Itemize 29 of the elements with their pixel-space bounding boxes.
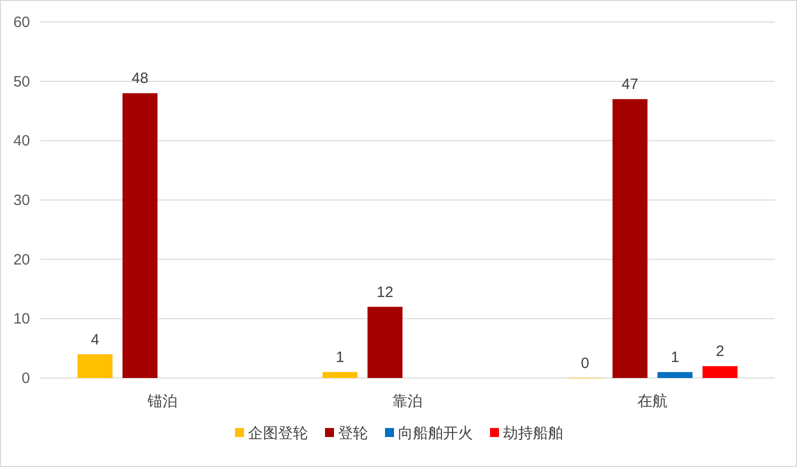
data-label: 12 <box>376 284 394 301</box>
data-label: 2 <box>716 343 724 360</box>
x-tick-label: 锚泊 <box>146 393 178 410</box>
data-label: 4 <box>90 331 100 348</box>
x-tick-label: 在航 <box>638 393 668 410</box>
data-label: 48 <box>132 70 148 88</box>
legend-label: 登轮 <box>338 425 368 442</box>
bar <box>658 372 692 378</box>
bar <box>122 93 158 378</box>
y-tick-label: 20 <box>13 251 30 268</box>
y-tick-label: 0 <box>22 370 30 387</box>
y-tick-label: 40 <box>13 132 30 150</box>
y-tick-label: 60 <box>13 14 30 31</box>
x-tick-label: 靠泊 <box>392 393 422 410</box>
bar <box>322 372 358 378</box>
y-tick-label: 30 <box>13 192 30 209</box>
legend-label: 劫持船舶 <box>503 425 563 442</box>
data-label: 1 <box>336 349 344 366</box>
y-tick-label: 50 <box>13 73 30 90</box>
bar <box>702 366 738 378</box>
data-label: 1 <box>670 349 680 366</box>
bar <box>78 354 112 378</box>
bar <box>612 99 648 378</box>
bar <box>368 306 402 378</box>
data-label: 47 <box>622 76 638 94</box>
legend-label: 向船舶开火 <box>398 425 473 442</box>
y-tick-label: 10 <box>13 310 30 328</box>
legend-label: 企图登轮 <box>248 425 308 442</box>
data-label: 0 <box>580 355 590 372</box>
